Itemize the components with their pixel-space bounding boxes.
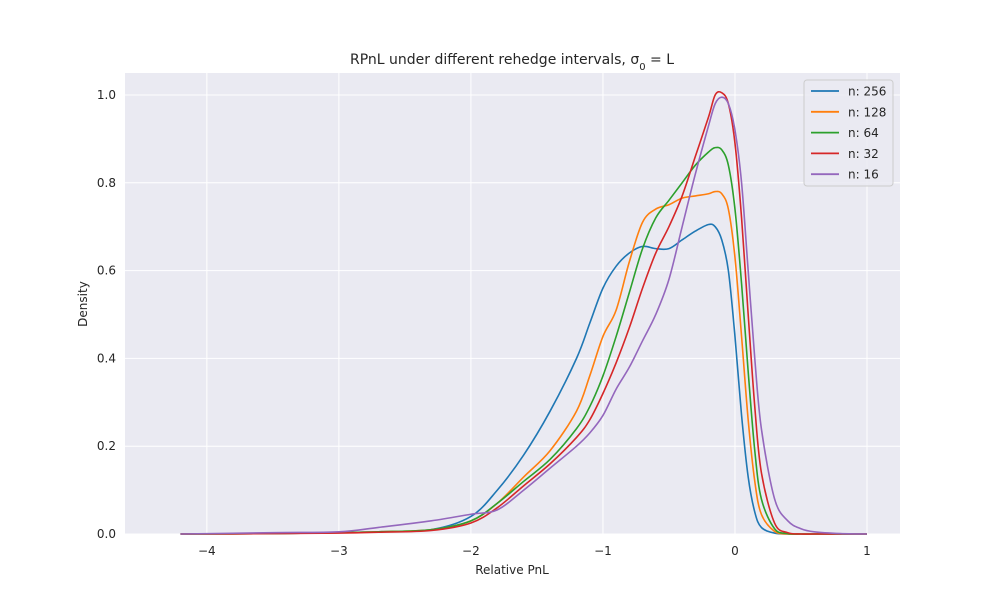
x-tick-label: −3	[330, 544, 348, 558]
series-line-n-256	[180, 223, 867, 535]
legend: n: 256 n: 128 n: 64 n: 32 n: 16	[803, 79, 894, 187]
y-tick-label: 0.2	[97, 439, 116, 453]
series-line-n-32	[180, 90, 867, 535]
y-tick-label: 0.8	[97, 176, 116, 190]
y-tick-label: 0.6	[97, 264, 116, 278]
chart-title: RPnL under different rehedge intervals, …	[350, 52, 674, 73]
x-tick-label: −1	[594, 544, 612, 558]
series-lines	[180, 90, 868, 535]
x-axis-label: Relative PnL	[475, 563, 549, 577]
series-line-n-64	[180, 146, 867, 535]
legend-label-n-32: n: 32	[848, 147, 879, 161]
y-tick-label: 0.0	[97, 527, 116, 541]
legend-label-n-128: n: 128	[848, 105, 886, 119]
legend-label-n-256: n: 256	[848, 85, 886, 99]
legend-label-n-64: n: 64	[848, 126, 879, 140]
y-tick-label: 1.0	[97, 88, 116, 102]
x-tick-label: −4	[198, 544, 216, 558]
x-tick-label: 0	[731, 544, 739, 558]
y-tick-label: 0.4	[97, 351, 116, 365]
legend-label-n-16: n: 16	[848, 168, 879, 182]
tick-labels: −4 −3 −2 −1 0 1 0.0 0.2 0.4 0.6 0.8 1.0	[97, 88, 871, 558]
plot-area	[125, 73, 900, 534]
series-line-n-16	[180, 96, 868, 535]
legend-frame	[803, 79, 894, 187]
y-axis-label: Density	[76, 281, 90, 327]
x-tick-label: 1	[863, 544, 871, 558]
grid	[125, 73, 900, 535]
x-tick-label: −2	[462, 544, 480, 558]
